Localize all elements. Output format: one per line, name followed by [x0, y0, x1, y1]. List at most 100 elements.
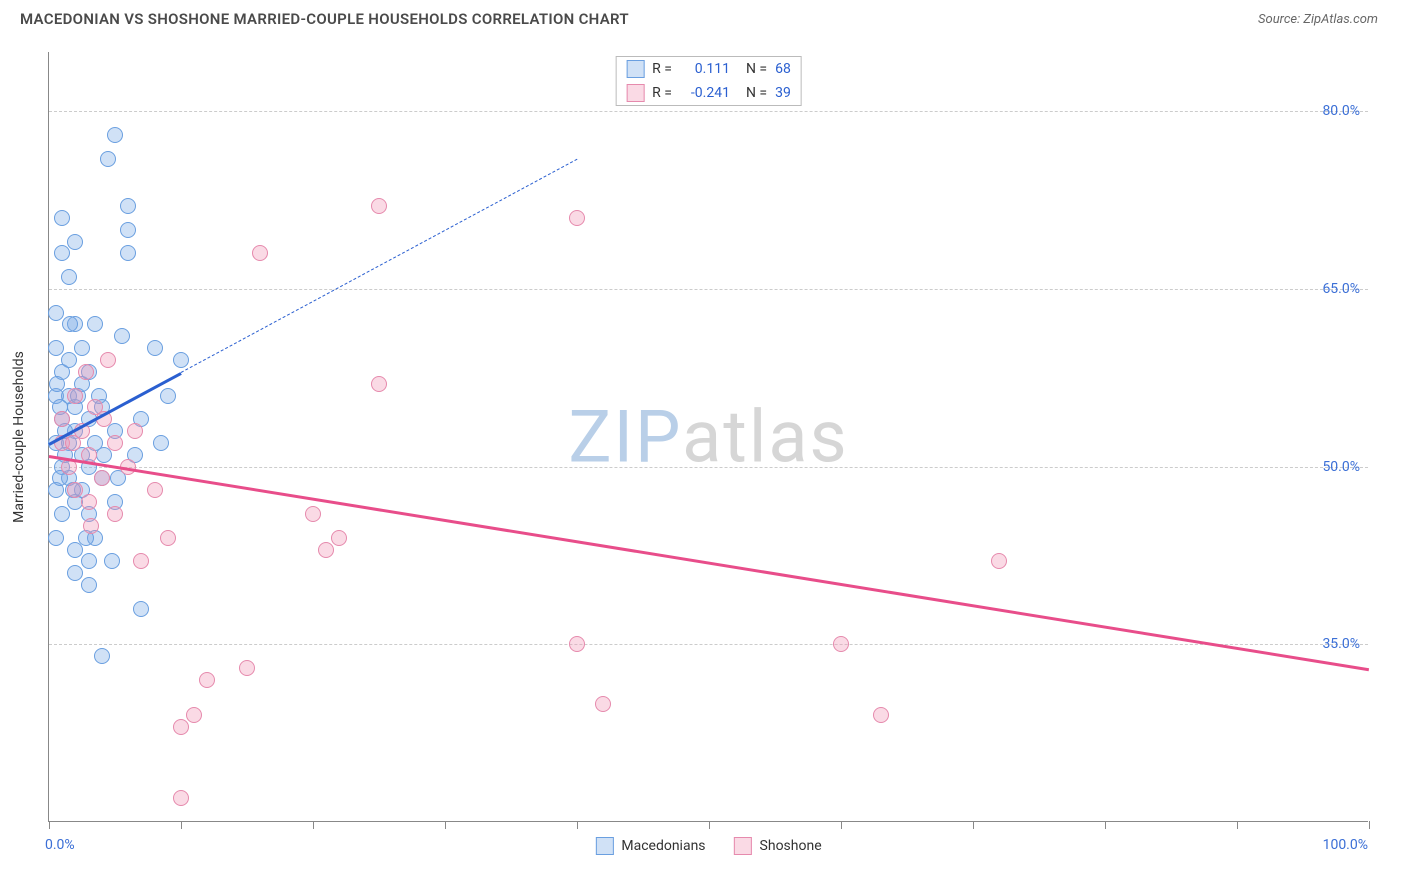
x-tick-label: 0.0%	[45, 837, 75, 853]
data-point	[186, 707, 202, 723]
legend-swatch	[626, 60, 644, 78]
r-label: R =	[652, 85, 672, 101]
data-point	[67, 388, 83, 404]
data-point	[94, 470, 110, 486]
y-axis-title: Married-couple Households	[11, 351, 27, 523]
data-point	[569, 210, 585, 226]
data-point	[252, 245, 268, 261]
x-tick	[577, 821, 578, 829]
data-point	[120, 245, 136, 261]
x-tick	[313, 821, 314, 829]
data-point	[120, 198, 136, 214]
data-point	[371, 198, 387, 214]
data-point	[48, 305, 64, 321]
x-tick	[445, 821, 446, 829]
data-point	[127, 423, 143, 439]
gridline	[49, 111, 1368, 112]
scatter-chart: Married-couple Households ZIPatlas 35.0%…	[48, 52, 1368, 822]
data-point	[54, 245, 70, 261]
data-point	[81, 577, 97, 593]
x-tick	[1369, 821, 1370, 829]
data-point	[81, 494, 97, 510]
data-point	[100, 352, 116, 368]
regression-line-dashed	[181, 159, 577, 373]
legend-row: R = -0.241 N = 39	[616, 81, 801, 105]
source-attribution: Source: ZipAtlas.com	[1258, 12, 1378, 27]
gridline	[49, 467, 1368, 468]
data-point	[173, 790, 189, 806]
legend-swatch	[626, 84, 644, 102]
r-label: R =	[652, 61, 672, 77]
legend-swatch	[595, 837, 613, 855]
data-point	[153, 435, 169, 451]
legend-label: Macedonians	[621, 838, 705, 854]
data-point	[173, 352, 189, 368]
x-tick	[181, 821, 182, 829]
legend-item: Shoshone	[734, 837, 822, 855]
chart-title: MACEDONIAN VS SHOSHONE MARRIED-COUPLE HO…	[20, 10, 629, 28]
data-point	[595, 696, 611, 712]
correlation-legend: R =0.111N =68R =-0.241N =39	[615, 56, 802, 106]
data-point	[104, 553, 120, 569]
data-point	[173, 719, 189, 735]
data-point	[133, 601, 149, 617]
data-point	[120, 222, 136, 238]
data-point	[94, 648, 110, 664]
data-point	[147, 340, 163, 356]
x-tick	[1237, 821, 1238, 829]
data-point	[74, 340, 90, 356]
data-point	[239, 660, 255, 676]
data-point	[54, 411, 70, 427]
data-point	[199, 672, 215, 688]
x-tick-label: 100.0%	[1323, 837, 1368, 853]
data-point	[61, 269, 77, 285]
data-point	[147, 482, 163, 498]
n-label: N =	[746, 85, 767, 101]
data-point	[65, 435, 81, 451]
y-tick-label: 80.0%	[1322, 103, 1360, 119]
data-point	[61, 352, 77, 368]
data-point	[107, 127, 123, 143]
data-point	[305, 506, 321, 522]
data-point	[114, 328, 130, 344]
n-value: 39	[775, 85, 791, 101]
data-point	[107, 435, 123, 451]
gridline	[49, 644, 1368, 645]
data-point	[991, 553, 1007, 569]
data-point	[318, 542, 334, 558]
data-point	[67, 234, 83, 250]
data-point	[78, 364, 94, 380]
x-tick	[1105, 821, 1106, 829]
data-point	[569, 636, 585, 652]
y-tick-label: 35.0%	[1322, 636, 1360, 652]
data-point	[54, 210, 70, 226]
x-tick	[841, 821, 842, 829]
data-point	[133, 553, 149, 569]
y-tick-label: 65.0%	[1322, 281, 1360, 297]
r-value: -0.241	[680, 85, 730, 101]
data-point	[81, 553, 97, 569]
data-point	[49, 376, 65, 392]
series-legend: Macedonians Shoshone	[595, 837, 821, 855]
data-point	[83, 518, 99, 534]
data-point	[331, 530, 347, 546]
legend-item: Macedonians	[595, 837, 705, 855]
regression-line	[49, 455, 1369, 671]
r-value: 0.111	[680, 61, 730, 77]
data-point	[54, 506, 70, 522]
gridline	[49, 289, 1368, 290]
data-point	[100, 151, 116, 167]
legend-swatch	[734, 837, 752, 855]
legend-row: R =0.111N =68	[616, 57, 801, 81]
data-point	[873, 707, 889, 723]
n-label: N =	[746, 61, 767, 77]
x-tick	[709, 821, 710, 829]
data-point	[67, 565, 83, 581]
data-point	[833, 636, 849, 652]
data-point	[371, 376, 387, 392]
data-point	[160, 530, 176, 546]
data-point	[48, 340, 64, 356]
x-tick	[49, 821, 50, 829]
data-point	[87, 316, 103, 332]
data-point	[62, 316, 78, 332]
